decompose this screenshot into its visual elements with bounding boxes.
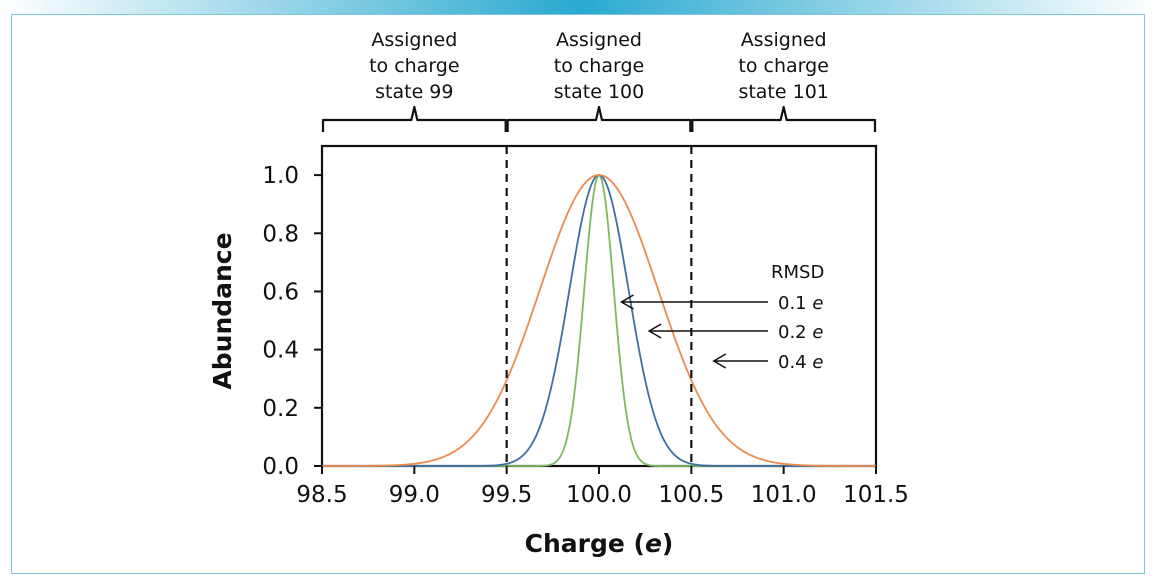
legend-entry-unit: e	[812, 352, 823, 373]
x-tick-label: 99.0	[389, 482, 440, 508]
region-label-3: Assigned to charge state 101	[738, 29, 828, 103]
region-label-line: state 101	[738, 81, 828, 103]
region-label-line: to charge	[369, 55, 459, 77]
legend-arrowhead-2	[647, 323, 662, 339]
y-axis-title: Abundance	[208, 232, 237, 389]
region-label-1: Assigned to charge state 99	[369, 29, 459, 103]
region-brace-2	[506, 105, 692, 132]
legend-entry-2: 0.2 e	[778, 322, 823, 343]
legend-entry-3: 0.4 e	[778, 352, 823, 373]
x-tick-label: 98.5	[296, 482, 347, 508]
legend-entry-1: 0.1 e	[778, 293, 823, 314]
y-tick-label: 0.2	[262, 396, 299, 422]
axes: 98.5 99.0 99.5 100.0 100.5 101.0 101.50.00.20.…	[262, 163, 909, 508]
top-accent-bar	[0, 0, 1158, 14]
region-brace-3	[691, 105, 877, 132]
x-axis-title-suffix: )	[662, 529, 673, 558]
region-label-line: state 99	[375, 81, 453, 103]
legend-arrowhead-1	[619, 294, 634, 310]
region-brackets: Assigned to charge state 99 Assigned to char…	[321, 29, 877, 132]
region-label-line: state 100	[554, 81, 644, 103]
legend-entry-unit: e	[812, 322, 823, 343]
x-axis-title: Charge (e)	[525, 529, 674, 558]
x-tick-label: 101.5	[843, 482, 909, 508]
x-axis-title-prefix: Charge (	[525, 529, 645, 558]
x-axis-title-unit: e	[645, 529, 662, 558]
region-label-line: to charge	[554, 55, 644, 77]
region-label-line: Assigned	[556, 29, 642, 51]
legend-entry-value: 0.4	[778, 352, 812, 373]
series-line-3	[321, 174, 877, 467]
y-tick-label: 0.4	[262, 338, 299, 364]
region-label-2: Assigned to charge state 100	[554, 29, 644, 103]
legend-entry-unit: e	[812, 293, 823, 314]
y-tick-label: 0.8	[262, 221, 299, 247]
figure-frame	[11, 14, 1145, 574]
region-label-line: Assigned	[371, 29, 457, 51]
y-tick-label: 0.0	[262, 454, 299, 480]
region-label-line: Assigned	[741, 29, 827, 51]
series-lines	[321, 174, 877, 467]
region-label-line: to charge	[738, 55, 828, 77]
y-tick-label: 1.0	[262, 163, 299, 189]
x-tick-label: 99.5	[481, 482, 532, 508]
series-line-1	[322, 174, 876, 467]
legend-entry-value: 0.1	[778, 293, 812, 314]
x-tick-label: 101.0	[751, 482, 817, 508]
y-tick-label: 0.6	[262, 279, 299, 305]
legend-arrowhead-3	[712, 353, 727, 369]
region-brace-1	[321, 105, 507, 132]
x-tick-label: 100.5	[658, 482, 724, 508]
boundary-lines	[505, 146, 693, 466]
x-tick-label: 100.0	[566, 482, 632, 508]
legend-entry-value: 0.2	[778, 322, 812, 343]
series-line-2	[322, 174, 876, 467]
legend-title: RMSD	[771, 262, 824, 283]
